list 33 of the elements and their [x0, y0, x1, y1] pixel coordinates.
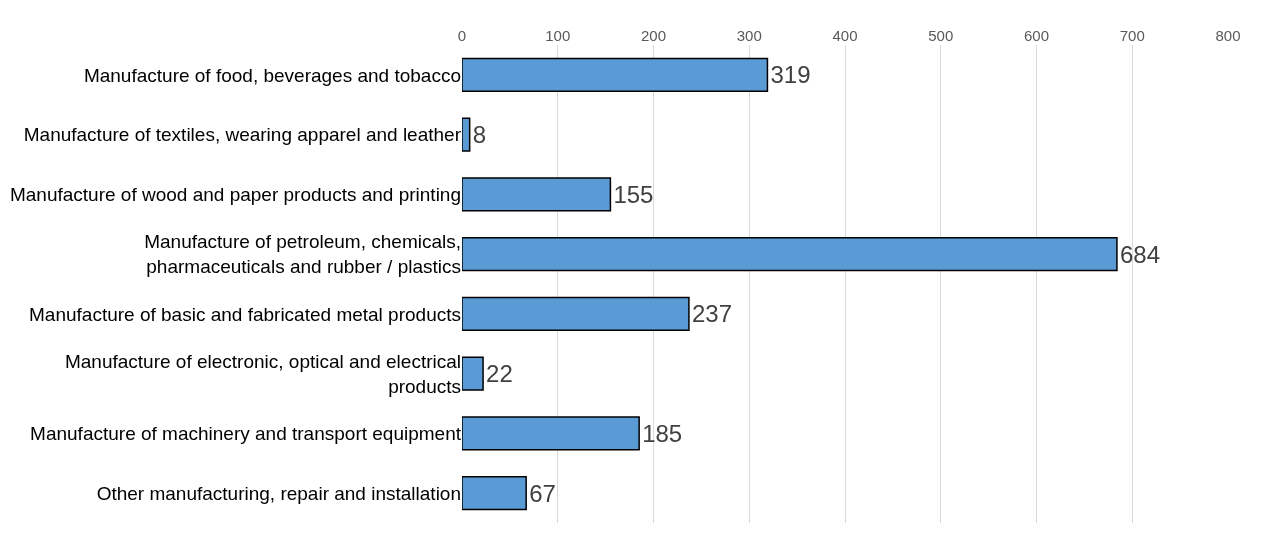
data-label: 237 [691, 300, 732, 328]
y-tick-label: Manufacture of textiles, wearing apparel and leather [23, 124, 462, 146]
bar [462, 57, 769, 93]
y-tick-label: Manufacture of basic and fabricated metal products [29, 303, 461, 325]
y-tick-label: Manufacture of petroleum, chemicals, pharmaceuticals and rubber / plastics [144, 231, 461, 278]
data-label: 684 [1119, 240, 1160, 268]
y-tick-label: Manufacture of food, beverages and tobacco [83, 64, 461, 86]
data-label: 8 [472, 121, 487, 149]
x-tick-label: 100 [545, 27, 571, 44]
x-tick-label: 0 [457, 27, 467, 44]
data-label: 319 [770, 61, 811, 89]
y-tick-label: Manufacture of wood and paper products and printing [9, 184, 461, 206]
x-tick-label: 200 [640, 27, 667, 44]
x-tick-label: 500 [928, 27, 954, 44]
bar [462, 356, 484, 391]
bar [462, 416, 640, 451]
y-tick-label: Manufacture of electronic, optical and electrical products [64, 350, 461, 397]
bar [462, 236, 1118, 272]
data-label: 22 [486, 360, 513, 388]
x-tick-label: 400 [832, 27, 858, 44]
x-tick-label: 300 [736, 27, 762, 44]
bar [462, 296, 690, 332]
x-tick-label: 800 [1215, 27, 1241, 44]
bar [462, 117, 471, 152]
x-tick-label: 600 [1023, 27, 1050, 44]
x-tick-label: 700 [1119, 27, 1145, 44]
data-label: 185 [642, 419, 683, 447]
bar [462, 475, 527, 511]
y-tick-label: Other manufacturing, repair and installation [96, 482, 461, 504]
bar [462, 177, 612, 212]
data-label: 155 [613, 180, 654, 208]
y-tick-label: Manufacture of machinery and transport equipment [30, 423, 462, 445]
data-label: 67 [529, 479, 556, 507]
